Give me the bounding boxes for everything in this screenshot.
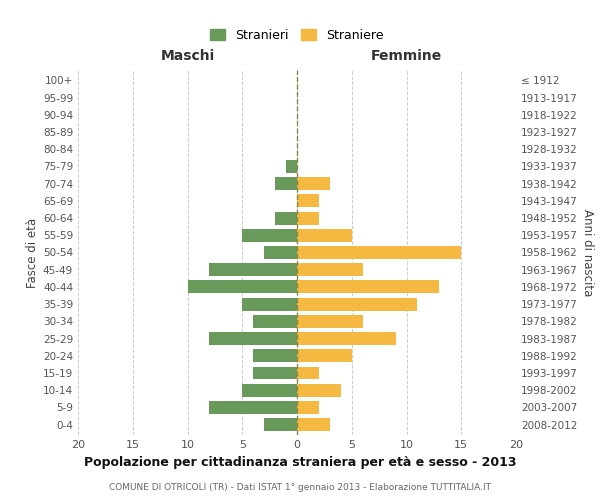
Bar bbox=[253, 366, 297, 380]
Bar bbox=[209, 401, 297, 414]
Text: COMUNE DI OTRICOLI (TR) - Dati ISTAT 1° gennaio 2013 - Elaborazione TUTTITALIA.I: COMUNE DI OTRICOLI (TR) - Dati ISTAT 1° … bbox=[109, 483, 491, 492]
Bar bbox=[297, 212, 319, 224]
Bar bbox=[275, 177, 297, 190]
Bar bbox=[242, 384, 297, 396]
Bar bbox=[297, 315, 362, 328]
Bar bbox=[209, 332, 297, 345]
Bar bbox=[264, 418, 297, 431]
Bar bbox=[286, 160, 297, 173]
Bar bbox=[264, 246, 297, 259]
Bar bbox=[297, 418, 330, 431]
Y-axis label: Anni di nascita: Anni di nascita bbox=[581, 209, 594, 296]
Bar bbox=[242, 298, 297, 310]
Bar bbox=[297, 401, 319, 414]
Bar bbox=[297, 298, 418, 310]
Bar bbox=[297, 384, 341, 396]
Text: Femmine: Femmine bbox=[371, 48, 442, 62]
Bar bbox=[275, 212, 297, 224]
Bar bbox=[253, 315, 297, 328]
Bar bbox=[297, 229, 352, 241]
Legend: Stranieri, Straniere: Stranieri, Straniere bbox=[206, 25, 388, 46]
Bar bbox=[242, 229, 297, 241]
Bar bbox=[253, 350, 297, 362]
Bar bbox=[297, 177, 330, 190]
Bar bbox=[297, 332, 395, 345]
Y-axis label: Fasce di età: Fasce di età bbox=[26, 218, 39, 288]
Bar bbox=[297, 194, 319, 207]
Bar bbox=[187, 280, 297, 293]
Text: Popolazione per cittadinanza straniera per età e sesso - 2013: Popolazione per cittadinanza straniera p… bbox=[84, 456, 516, 469]
Bar bbox=[297, 280, 439, 293]
Bar bbox=[297, 350, 352, 362]
Text: Maschi: Maschi bbox=[160, 48, 215, 62]
Bar bbox=[297, 366, 319, 380]
Bar bbox=[297, 264, 362, 276]
Bar bbox=[297, 246, 461, 259]
Bar bbox=[209, 264, 297, 276]
